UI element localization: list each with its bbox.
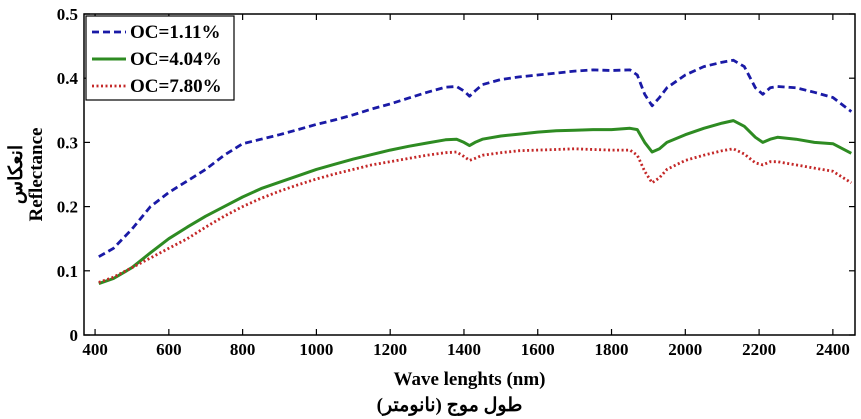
series-line-2 (98, 119, 852, 286)
y-axis-label: Reflectance (26, 128, 47, 222)
x-tick-label: 1600 (521, 340, 555, 359)
x-tick-label: 800 (230, 340, 256, 359)
y-tick-label: 0.1 (57, 262, 78, 281)
series-line-1 (98, 58, 853, 258)
series-line-3 (98, 147, 853, 284)
y-axis-label-secondary: انعكاس (6, 145, 27, 204)
x-tick-label: 2000 (668, 340, 702, 359)
x-tick-label: 1400 (447, 340, 481, 359)
x-tick-label: 2400 (816, 340, 850, 359)
x-tick-label: 2200 (742, 340, 776, 359)
plot-area: 400 600 800 1000 1200 1400 1600 1800 2000 2200 240… (57, 5, 856, 359)
plot-frame (83, 13, 856, 336)
x-axis-label-secondary: طول موج (نانومتر) (377, 395, 523, 416)
y-tick-label: 0 (70, 326, 79, 345)
x-tick-label: 400 (82, 340, 108, 359)
x-tick-label: 600 (156, 340, 182, 359)
y-tick-label: 0.5 (57, 5, 78, 24)
x-tick-label: 1200 (373, 340, 407, 359)
y-axis-ticks: 0 0.1 0.2 0.3 0.4 0.5 (57, 5, 855, 345)
legend: OC=1.11% OC=4.04% OC=7.80% (85, 15, 235, 101)
x-axis-ticks: 400 600 800 1000 1200 1400 1600 1800 2000 2200 240… (82, 14, 850, 359)
x-tick-label: 1800 (595, 340, 629, 359)
series-layer (98, 58, 853, 286)
x-tick-label: 1000 (299, 340, 333, 359)
legend-label-2: OC=4.04% (130, 49, 222, 70)
y-tick-label: 0.2 (57, 198, 78, 217)
legend-label-1: OC=1.11% (130, 22, 221, 43)
y-tick-label: 0.4 (57, 69, 79, 88)
y-tick-label: 0.3 (57, 133, 78, 152)
x-axis-label: Wave lenghts (nm) (394, 369, 546, 390)
legend-label-3: OC=7.80% (130, 76, 222, 97)
